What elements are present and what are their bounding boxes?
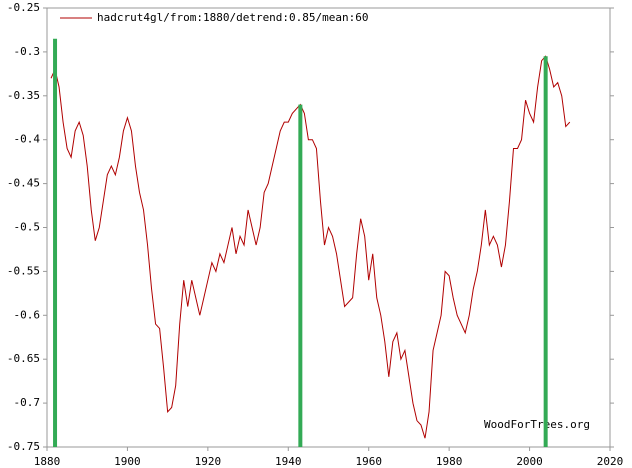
y-tick-label: -0.35 [7,89,40,102]
x-tick-label: 2000 [516,455,543,468]
annotation: WoodForTrees.org [484,418,590,431]
y-tick-label: -0.5 [14,221,41,234]
y-tick-label: -0.4 [14,133,41,146]
y-tick-label: -0.6 [14,308,41,321]
x-tick-label: 1900 [114,455,141,468]
y-tick-label: -0.25 [7,1,40,14]
x-tick-label: 1940 [275,455,302,468]
y-tick-label: -0.3 [14,45,41,58]
x-tick-label: 2020 [597,455,624,468]
y-tick-label: -0.65 [7,352,40,365]
y-tick-label: -0.75 [7,440,40,453]
x-tick-label: 1920 [195,455,222,468]
x-tick-label: 1980 [436,455,463,468]
y-tick-label: -0.55 [7,264,40,277]
x-tick-label: 1880 [34,455,61,468]
y-tick-label: -0.7 [14,396,41,409]
y-tick-label: -0.45 [7,177,40,190]
legend-label: hadcrut4gl/from:1880/detrend:0.85/mean:6… [97,11,369,24]
data-line [50,55,571,439]
x-tick-label: 1960 [355,455,382,468]
